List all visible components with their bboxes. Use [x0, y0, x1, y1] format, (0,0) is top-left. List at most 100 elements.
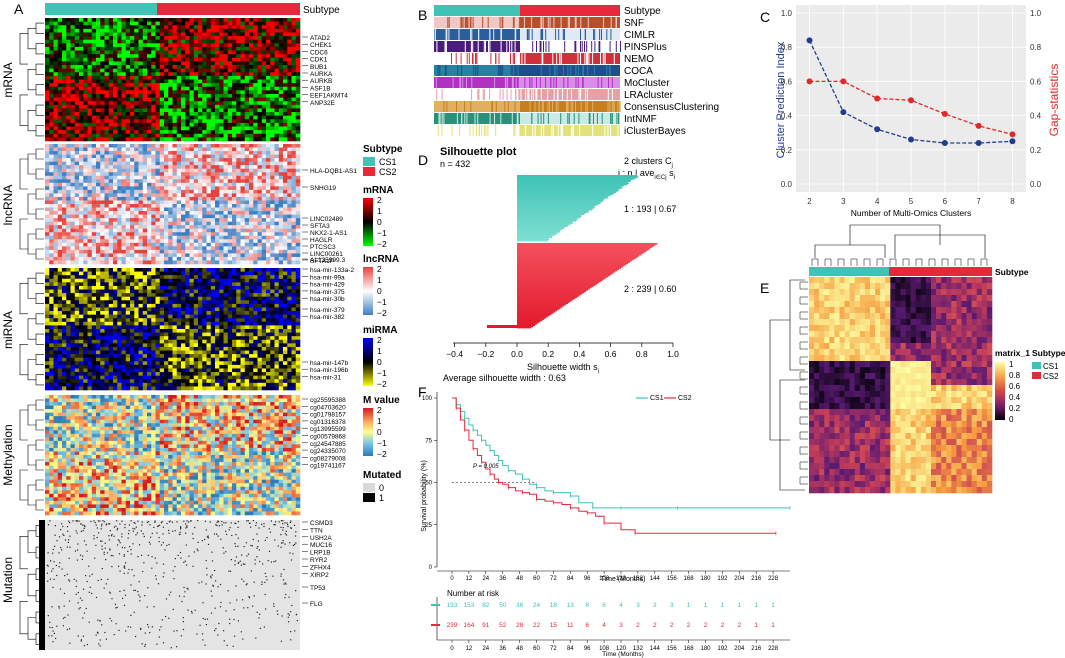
heat-cell: [96, 256, 101, 261]
heat-cell: [219, 158, 224, 162]
heat-cell: [147, 90, 152, 95]
heat-cell: [278, 204, 284, 208]
heat-cell: [189, 57, 195, 62]
heat-cell: [295, 268, 301, 272]
heat-cell: [236, 246, 241, 251]
heat-cell: [291, 172, 297, 177]
heat-cell: [134, 133, 139, 138]
heat-cell: [113, 21, 118, 26]
heat-cell: [96, 158, 101, 162]
heat-cell: [202, 75, 207, 80]
heat-cell: [134, 86, 139, 91]
heat-cell: [49, 101, 54, 106]
heat-cell: [261, 151, 267, 155]
heat-cell: [261, 126, 267, 131]
heat-cell: [257, 161, 263, 166]
heat-cell: [227, 232, 233, 237]
heat-cell: [83, 179, 88, 184]
heat-cell: [96, 90, 101, 95]
heat-cell: [130, 86, 135, 91]
heat-cell: [155, 249, 161, 254]
heat-cell: [236, 151, 241, 155]
heat-cell: [130, 158, 135, 162]
heat-cell: [189, 72, 195, 77]
heat-cell: [49, 79, 54, 84]
heat-cell: [74, 242, 80, 247]
heat-cell: [147, 126, 152, 131]
heat-cell: [130, 307, 135, 312]
heat-cell: [79, 137, 84, 142]
heat-cell: [295, 311, 301, 315]
heat-cell: [278, 101, 284, 106]
heat-cell: [164, 289, 169, 294]
heat-cell: [236, 207, 241, 212]
heat-cell: [83, 211, 88, 215]
heat-cell: [244, 115, 250, 120]
heat-cell: [215, 204, 220, 208]
heat-cell: [223, 112, 229, 116]
heat-cell: [121, 268, 127, 272]
heat-cell: [104, 137, 110, 142]
heat-cell: [142, 256, 148, 261]
heat-cell: [198, 172, 203, 177]
heat-cell: [159, 97, 165, 102]
heat-cell: [266, 119, 271, 124]
heat-cell: [113, 186, 118, 191]
heat-cell: [53, 207, 59, 212]
heat-cell: [236, 83, 241, 88]
heat-cell: [291, 189, 297, 194]
heat-cell: [100, 211, 105, 215]
heat-cell: [138, 130, 144, 135]
heat-cell: [125, 79, 131, 84]
heat-cell: [70, 200, 76, 205]
heat-cell: [291, 18, 297, 22]
heat-cell: [53, 83, 59, 88]
heat-cell: [45, 172, 50, 177]
heat-cell: [125, 21, 131, 26]
heat-cell: [249, 196, 254, 201]
heat-cell: [159, 39, 165, 44]
heat-cell: [295, 246, 301, 251]
heat-cell: [138, 228, 144, 233]
heat-cell: [113, 293, 118, 298]
heat-cell: [172, 133, 178, 138]
heat-cell: [189, 239, 195, 244]
heat-cell: [100, 278, 105, 283]
heat-cell: [147, 50, 152, 55]
heat-cell: [291, 314, 297, 319]
heat-cell: [193, 228, 199, 233]
heat-cell: [287, 246, 292, 251]
heat-cell: [287, 28, 292, 33]
heat-cell: [87, 193, 93, 198]
heat-cell: [172, 119, 178, 124]
heat-cell: [121, 21, 127, 26]
heat-cell: [236, 278, 241, 283]
heat-cell: [278, 39, 284, 44]
heat-cell: [87, 225, 93, 230]
heat-cell: [164, 186, 169, 191]
heat-cell: [66, 90, 71, 95]
heat-cell: [291, 130, 297, 135]
heat-cell: [240, 151, 246, 155]
heat-cell: [45, 300, 50, 305]
heat-cell: [202, 249, 207, 254]
heat-cell: [96, 186, 101, 191]
heat-cell: [142, 50, 148, 55]
heat-cell: [261, 303, 267, 308]
heat-cell: [287, 151, 292, 155]
heat-cell: [274, 314, 280, 319]
heat-cell: [278, 126, 284, 131]
heat-cell: [261, 235, 267, 240]
heat-cell: [232, 122, 237, 127]
heat-cell: [223, 225, 229, 230]
heat-cell: [172, 256, 178, 261]
heat-cell: [257, 296, 263, 301]
heat-cell: [151, 256, 156, 261]
heat-cell: [189, 18, 195, 22]
heat-cell: [79, 104, 84, 109]
heat-cell: [147, 36, 152, 41]
heat-cell: [87, 133, 93, 138]
heat-cell: [266, 108, 271, 113]
heat-cell: [138, 28, 144, 33]
heat-cell: [223, 83, 229, 88]
